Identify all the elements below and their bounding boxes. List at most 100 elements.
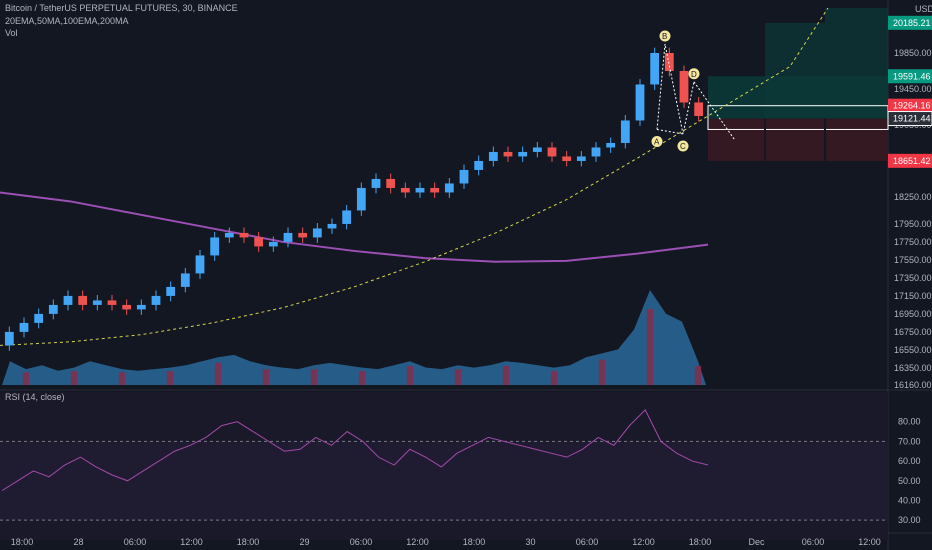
candle: [151, 295, 161, 305]
price-tag-text: 19591.46: [893, 71, 931, 81]
rsi-label: RSI (14, close): [5, 392, 65, 402]
pattern-point-label: C: [680, 142, 686, 151]
price-tick-label: 16160.00: [894, 380, 932, 390]
time-tick-label: 28: [73, 537, 83, 547]
candle: [532, 147, 542, 152]
time-tick-label: 30: [525, 537, 535, 547]
candle: [254, 237, 264, 247]
candle: [239, 232, 249, 238]
price-tag-text: 19121.44: [893, 114, 931, 124]
candle: [78, 295, 88, 305]
candle: [591, 147, 601, 157]
ma200-line: [0, 191, 709, 263]
rsi-background: [0, 392, 888, 540]
price-tag: [888, 69, 932, 84]
candle: [679, 70, 689, 103]
rsi-band-fill: [0, 441, 888, 521]
candle: [63, 295, 73, 305]
volume-bar-down: [22, 372, 30, 385]
candle: [210, 237, 220, 256]
pattern-point-marker: [677, 140, 689, 152]
ema-curve: [0, 7, 829, 346]
rsi-tick-label: 70.00: [898, 436, 921, 446]
rsi-tick-label: 80.00: [898, 417, 921, 427]
candle: [664, 52, 674, 71]
price-tick-label: 17750.00: [894, 237, 932, 247]
candle: [107, 300, 117, 305]
time-tick-label: 06:00: [576, 537, 599, 547]
volume-bar-down: [118, 372, 126, 385]
volume-bar-down: [550, 371, 558, 385]
time-tick-label: 18:00: [11, 537, 34, 547]
candle: [19, 322, 29, 332]
rsi-tick-label: 30.00: [898, 515, 921, 525]
time-tick-label: 29: [299, 537, 309, 547]
candle: [122, 304, 132, 310]
candle: [180, 273, 190, 287]
candle: [635, 84, 645, 121]
price-tick-label: 18250.00: [894, 192, 932, 202]
volume-bar-down: [214, 362, 222, 385]
pattern-point-label: A: [654, 137, 660, 146]
rsi-tick-label: 50.00: [898, 476, 921, 486]
candle: [195, 255, 205, 274]
rsi-tick-label: 40.00: [898, 495, 921, 505]
profit-zone-3: [825, 8, 888, 119]
pattern-line: [656, 43, 695, 135]
price-tick-label: 19850.00: [894, 48, 932, 58]
price-tick-label: 17950.00: [894, 219, 932, 229]
volume-bar-down: [166, 371, 174, 385]
volume-bar-down: [646, 309, 654, 385]
price-tick-label: 19450.00: [894, 84, 932, 94]
price-tag: [888, 153, 932, 168]
candle: [547, 147, 557, 157]
pattern-point-label: D: [691, 70, 697, 79]
candle: [356, 187, 366, 211]
position-zones[interactable]: [707, 8, 889, 161]
pattern-line: [656, 128, 684, 135]
candle: [415, 187, 425, 193]
time-tick-label: 06:00: [124, 537, 147, 547]
candle: [444, 183, 454, 193]
volume-bar-down: [454, 369, 462, 385]
candle: [459, 169, 469, 184]
volume-bar-down: [502, 366, 510, 385]
time-tick-label: 12:00: [406, 537, 429, 547]
time-tick-label: 18:00: [463, 537, 486, 547]
candle: [620, 120, 630, 143]
candle: [34, 313, 44, 323]
price-tag: [888, 98, 932, 113]
candle: [503, 151, 513, 157]
candle: [371, 178, 381, 188]
volume-bars: [2, 290, 706, 385]
candle: [4, 331, 14, 346]
volume-bar-down: [358, 371, 366, 385]
moving-averages: [0, 7, 829, 346]
xabcd-pattern[interactable]: A B C D: [651, 30, 736, 152]
price-tag: [888, 15, 932, 30]
time-tick-label: 06:00: [802, 537, 825, 547]
candle: [268, 241, 278, 247]
candle: [474, 160, 484, 170]
rsi-pane: 80.00 70.00 60.00 50.00 40.00 30.00: [0, 392, 921, 540]
price-tick-label: 16750.00: [894, 327, 932, 337]
candle: [48, 304, 58, 314]
candles: [4, 47, 704, 351]
candle: [224, 232, 234, 238]
price-tick-label: 17350.00: [894, 273, 932, 283]
candle: [606, 142, 616, 148]
price-tick-label: 16350.00: [894, 363, 932, 373]
volume-label: Vol: [5, 28, 18, 38]
price-tick-label: 17550.00: [894, 255, 932, 265]
price-tag-text: 19264.16: [893, 101, 931, 111]
price-tag-text: 20185.21: [893, 18, 931, 28]
candle: [312, 228, 322, 238]
candle: [166, 286, 176, 296]
volume-bar-down: [598, 359, 606, 385]
price-tag-text: 18651.42: [893, 156, 931, 166]
pattern-point-marker: [659, 30, 671, 42]
indicator-list: 20EMA,50MA,100EMA,200MA: [5, 16, 129, 26]
rsi-tick-label: 60.00: [898, 456, 921, 466]
candle: [650, 52, 660, 85]
